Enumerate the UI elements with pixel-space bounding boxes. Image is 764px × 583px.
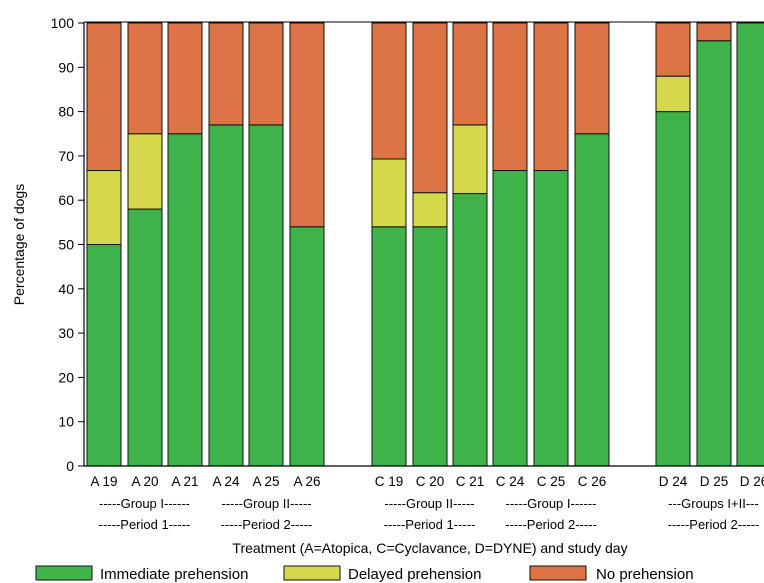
y-tick-label-30: 30 [58, 325, 74, 341]
y-tick-label-0: 0 [66, 458, 74, 474]
labels-layer: Percentage of dogs A 19 A 20 A 21 A 24 A 25 A … [11, 184, 764, 556]
legend: Immediate prehension Delayed prehension No… [35, 565, 694, 583]
axes-layer: 0 10 20 30 40 50 60 70 80 90 100 [51, 15, 764, 474]
y-tick-label-60: 60 [58, 192, 74, 208]
group-label-row2-3: -----Period 1----- [384, 517, 476, 532]
bar-immediate-prehension-a19 [86, 244, 122, 467]
y-tick-label-90: 90 [58, 59, 74, 75]
y-tick-label-20: 20 [58, 369, 74, 385]
bar-immediate-prehension-a26 [289, 226, 325, 467]
bar-no-prehension-a21 [167, 22, 203, 135]
group-label-row2-5: -----Period 2----- [668, 517, 760, 532]
bars-layer [86, 22, 764, 467]
bar-delayed-prehension-c20 [412, 192, 448, 228]
x-tick-label-c24: C 24 [496, 474, 525, 489]
bar-no-prehension-c24 [492, 22, 528, 172]
bar-no-prehension-c19 [371, 22, 407, 160]
x-tick-label-c26: C 26 [578, 474, 607, 489]
bar-no-prehension-c20 [412, 22, 448, 194]
bar-no-prehension-a24 [208, 22, 244, 126]
legend-swatch-no-prehension [529, 565, 587, 581]
bar-immediate-prehension-a25 [248, 124, 284, 467]
y-tick-label-80: 80 [58, 104, 74, 120]
x-tick-label-a21: A 21 [171, 474, 198, 489]
x-tick-label-c25: C 25 [537, 474, 566, 489]
bar-immediate-prehension-c25 [533, 170, 569, 467]
bar-immediate-prehension-a24 [208, 124, 244, 467]
x-tick-label-c19: C 19 [375, 474, 404, 489]
bar-delayed-prehension-a19 [86, 170, 122, 245]
bar-delayed-prehension-c19 [371, 158, 407, 228]
bar-delayed-prehension-c21 [452, 124, 488, 195]
bar-immediate-prehension-c24 [492, 170, 528, 467]
bar-no-prehension-a20 [127, 22, 163, 135]
x-tick-label-d26: D 26 [740, 474, 764, 489]
x-axis-title: Treatment (A=Atopica, C=Cyclavance, D=DY… [232, 540, 627, 556]
bar-no-prehension-c21 [452, 22, 488, 126]
bar-no-prehension-a26 [289, 22, 325, 228]
x-tick-label-c20: C 20 [416, 474, 445, 489]
bar-no-prehension-a25 [248, 22, 284, 126]
bar-no-prehension-c26 [574, 22, 610, 135]
bar-no-prehension-a19 [86, 22, 122, 172]
group-label-row1-3: -----Group II----- [384, 496, 474, 511]
y-tick-label-70: 70 [58, 148, 74, 164]
x-tick-label-a24: A 24 [212, 474, 240, 489]
legend-swatch-delayed-prehension [283, 565, 341, 581]
legend-label-no-prehension: No prehension [596, 566, 694, 583]
legend-label-delayed-prehension: Delayed prehension [348, 566, 481, 583]
y-tick-label-50: 50 [58, 237, 74, 253]
legend-label-immediate-prehension: Immediate prehension [100, 566, 248, 583]
bar-no-prehension-d25 [696, 22, 732, 42]
x-tick-label-d25: D 25 [700, 474, 729, 489]
group-label-row2-2: -----Period 2----- [221, 517, 313, 532]
x-tick-label-a20: A 20 [131, 474, 158, 489]
bar-no-prehension-c25 [533, 22, 569, 172]
group-label-row1-1: -----Group I------ [99, 496, 190, 511]
group-label-row2-4: -----Period 2----- [505, 517, 597, 532]
legend-swatch-immediate-prehension [35, 565, 93, 581]
bar-immediate-prehension-d26 [736, 22, 764, 467]
y-tick-label-40: 40 [58, 281, 74, 297]
group-label-row2-1: -----Period 1----- [99, 517, 191, 532]
bar-immediate-prehension-c21 [452, 193, 488, 467]
group-label-row1-2: -----Group II----- [221, 496, 311, 511]
bar-immediate-prehension-a20 [127, 208, 163, 467]
bar-immediate-prehension-d24 [655, 111, 691, 467]
bar-immediate-prehension-c20 [412, 226, 448, 467]
bar-no-prehension-d24 [655, 22, 691, 77]
bar-immediate-prehension-c26 [574, 133, 610, 467]
group-label-row1-4: -----Group I------ [506, 496, 597, 511]
x-tick-label-a19: A 19 [90, 474, 117, 489]
bar-immediate-prehension-a21 [167, 133, 203, 467]
y-tick-label-100: 100 [51, 15, 75, 31]
bar-delayed-prehension-a20 [127, 133, 163, 210]
y-axis-title: Percentage of dogs [11, 184, 27, 305]
bar-immediate-prehension-d25 [696, 40, 732, 467]
x-tick-label-d24: D 24 [659, 474, 688, 489]
bar-delayed-prehension-d24 [655, 75, 691, 113]
x-tick-label-a26: A 26 [293, 474, 320, 489]
x-tick-label-c21: C 21 [456, 474, 485, 489]
group-label-row1-5: ---Groups I+II--- [668, 496, 759, 511]
bar-immediate-prehension-c19 [371, 226, 407, 467]
x-tick-label-a25: A 25 [252, 474, 279, 489]
y-tick-label-10: 10 [58, 414, 74, 430]
